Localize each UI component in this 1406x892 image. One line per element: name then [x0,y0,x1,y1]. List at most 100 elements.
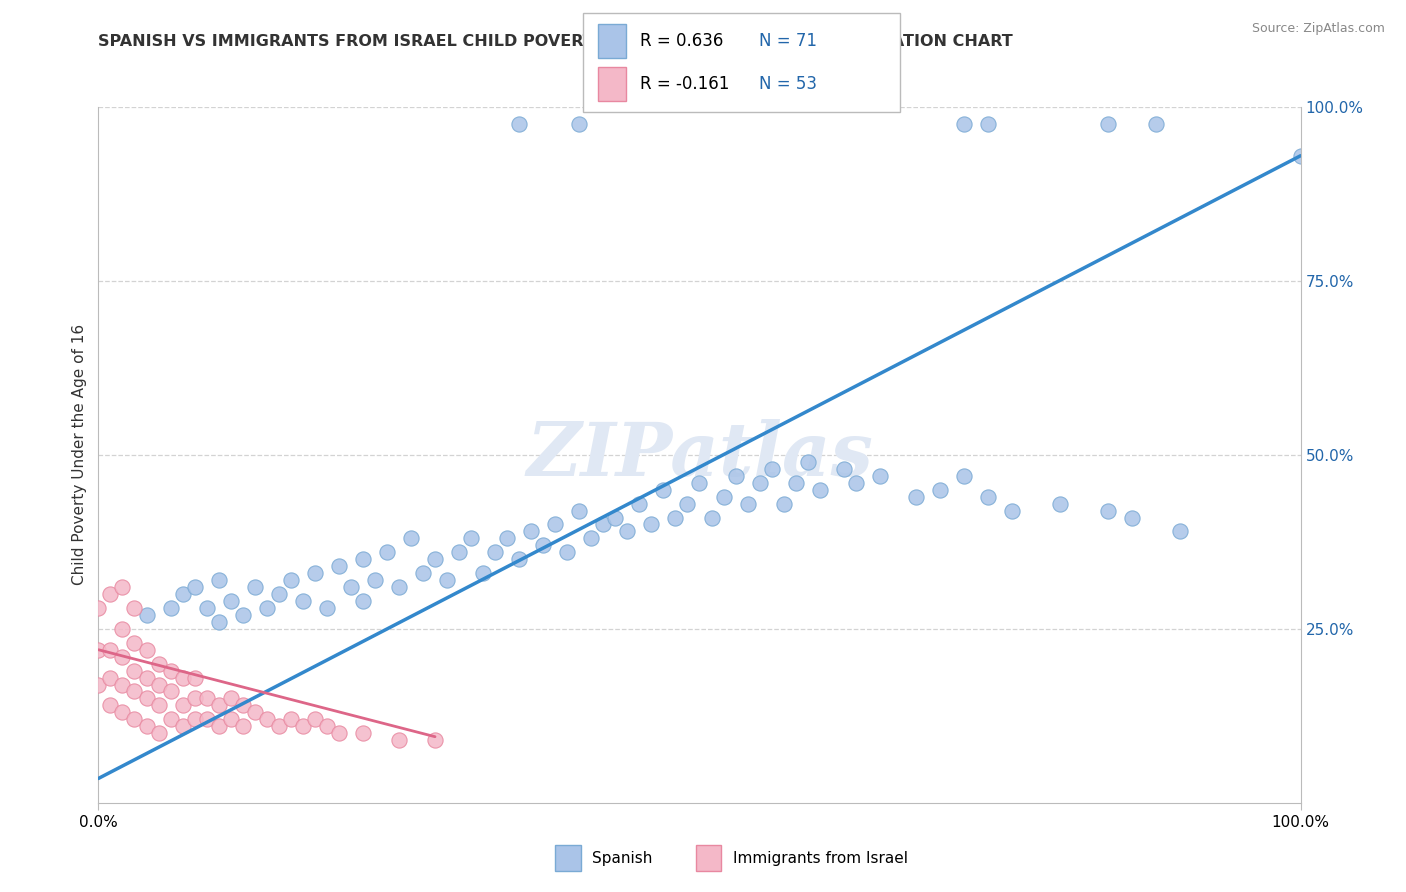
Point [1170,524,1192,539]
Point [977,117,1000,131]
Point [1097,503,1119,517]
Point [555,545,578,559]
Point [1097,117,1119,131]
Point [111,677,134,691]
Point [87,601,110,615]
Point [568,117,591,131]
Point [291,719,314,733]
Point [496,532,519,546]
Point [135,691,157,706]
Point [100,642,122,657]
Point [195,691,218,706]
Y-axis label: Child Poverty Under the Age of 16: Child Poverty Under the Age of 16 [72,325,87,585]
Point [785,475,807,490]
Point [953,117,976,131]
Point [1121,510,1143,524]
Point [531,538,554,552]
Point [219,594,242,608]
Point [352,594,374,608]
Point [1144,117,1167,131]
Point [423,552,446,566]
Text: Spanish: Spanish [592,851,652,865]
Point [508,117,530,131]
Point [700,510,723,524]
Point [148,698,170,713]
Point [135,719,157,733]
Point [640,517,662,532]
Point [291,594,314,608]
Point [315,601,337,615]
Point [124,601,146,615]
Point [508,552,530,566]
Text: R = -0.161: R = -0.161 [640,75,730,93]
Point [328,559,350,574]
Point [315,719,337,733]
Point [808,483,831,497]
Point [232,719,254,733]
Point [869,468,891,483]
Point [352,552,374,566]
Point [761,462,783,476]
Point [135,607,157,622]
Point [724,468,747,483]
Point [484,545,506,559]
Point [1049,497,1071,511]
Point [832,462,855,476]
Text: R = 0.636: R = 0.636 [640,32,723,50]
Text: ZIPatlas: ZIPatlas [526,418,873,491]
Point [208,719,231,733]
Point [111,649,134,664]
Point [689,475,711,490]
Point [340,580,363,594]
Point [100,671,122,685]
Text: N = 71: N = 71 [759,32,817,50]
Point [436,573,458,587]
Point [977,490,1000,504]
Point [447,545,470,559]
Point [267,719,290,733]
Point [388,580,411,594]
Point [399,532,422,546]
Point [183,691,205,706]
Point [280,573,302,587]
Point [352,726,374,740]
Point [172,719,194,733]
Point [159,664,181,678]
Point [100,698,122,713]
Point [676,497,699,511]
Point [845,475,868,490]
Point [520,524,543,539]
Point [605,510,627,524]
Point [737,497,759,511]
Point [1289,149,1312,163]
Point [124,636,146,650]
Point [219,691,242,706]
Point [87,677,110,691]
Point [423,733,446,747]
Point [460,532,482,546]
Point [796,455,818,469]
Point [183,712,205,726]
Point [159,601,181,615]
Point [748,475,770,490]
Point [148,657,170,671]
Point [616,524,638,539]
Point [111,622,134,636]
Point [148,677,170,691]
Point [124,664,146,678]
Point [87,642,110,657]
Point [256,601,278,615]
Point [628,497,651,511]
Point [243,706,266,720]
Point [364,573,387,587]
Point [172,698,194,713]
Point [243,580,266,594]
Point [219,712,242,726]
Point [159,712,181,726]
Point [208,573,231,587]
Point [267,587,290,601]
Text: N = 53: N = 53 [759,75,817,93]
Text: SPANISH VS IMMIGRANTS FROM ISRAEL CHILD POVERTY UNDER THE AGE OF 16 CORRELATION : SPANISH VS IMMIGRANTS FROM ISRAEL CHILD … [98,34,1014,49]
Point [124,712,146,726]
Point [592,517,614,532]
